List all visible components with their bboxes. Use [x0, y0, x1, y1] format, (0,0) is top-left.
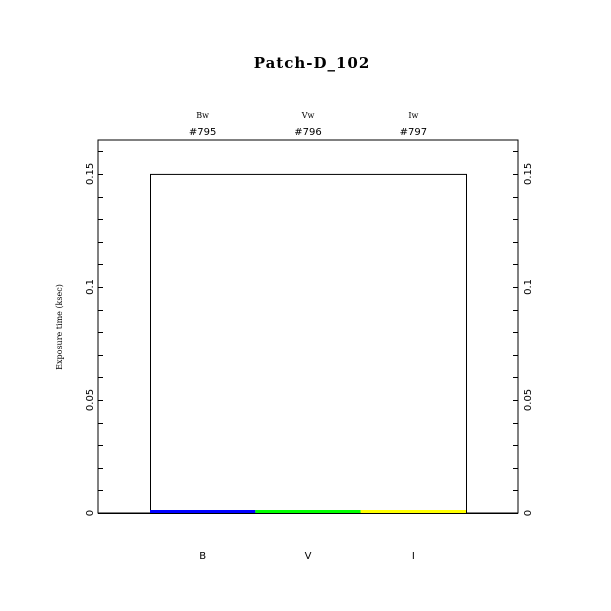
y-tick-label-right: 0.15: [523, 163, 534, 185]
bar-B: [150, 510, 256, 513]
y-axis-label: Exposure time (ksec): [55, 284, 64, 370]
filter-label: Bw: [196, 111, 209, 120]
y-tick-label-right: 0: [523, 510, 534, 516]
x-tick-label: B: [199, 551, 206, 562]
y-tick-label-right: 0.1: [523, 279, 534, 295]
filter-label: Vw: [301, 111, 315, 120]
exposure-id-label: #796: [294, 127, 321, 138]
y-tick-label-left: 0.15: [85, 163, 96, 185]
bar-V: [255, 510, 361, 513]
x-tick-label: V: [305, 551, 312, 562]
chart-title: Patch-D_102: [254, 54, 371, 72]
exposure-id-label: #797: [400, 127, 427, 138]
y-tick-label-right: 0.05: [523, 389, 534, 411]
bar-I: [360, 510, 466, 513]
y-tick-label-left: 0: [85, 510, 96, 516]
filter-label: Iw: [408, 111, 418, 120]
exposure-id-label: #795: [189, 127, 216, 138]
plot-frame: [97, 139, 519, 514]
y-tick-label-left: 0.05: [85, 389, 96, 411]
envelope-bar: [150, 173, 467, 514]
x-tick-label: I: [412, 551, 415, 562]
y-tick-label-left: 0.1: [85, 279, 96, 295]
